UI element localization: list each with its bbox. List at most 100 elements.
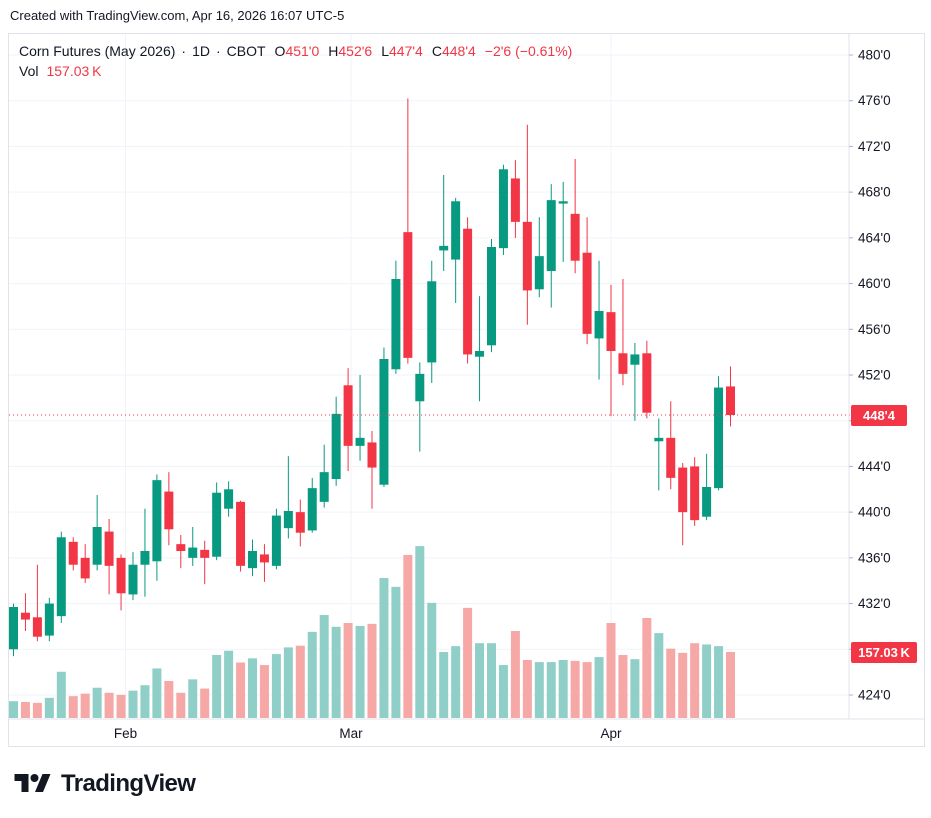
candle-wick [443, 175, 445, 272]
volume-bar [654, 633, 664, 718]
price-axis-label[interactable]: 460'0 [858, 276, 891, 291]
candle-body [164, 491, 174, 530]
candle-body [20, 612, 30, 620]
price-axis-label[interactable]: 468'0 [858, 185, 891, 200]
candle-wick [658, 418, 660, 491]
volume-bar [248, 658, 257, 718]
volume-bar [200, 688, 210, 718]
candle-body [510, 178, 520, 222]
attribution-text: Created with TradingView.com, Apr 16, 20… [10, 8, 345, 23]
volume-bar [463, 607, 473, 718]
candle-body [116, 557, 126, 594]
volume-label[interactable]: Vol [19, 63, 39, 79]
volume-bar [403, 554, 413, 718]
volume-bar [678, 652, 688, 718]
volume-bar [164, 681, 174, 718]
last-volume-badge: 157.03 K [851, 641, 917, 663]
volume-bar [522, 659, 532, 718]
candle-wick [371, 431, 373, 509]
candlestick-chart[interactable]: 480'0 476'0 472'0 468'0 464'0 460'0 456'0 452'0… [9, 34, 924, 746]
candle-body [259, 554, 269, 563]
tradingview-footer[interactable]: TradingView [13, 770, 196, 798]
price-axis-label[interactable]: 476'0 [858, 93, 891, 108]
volume-bar [176, 692, 186, 718]
candle-body [594, 311, 604, 339]
volume-bar [498, 665, 508, 718]
open-pair: O451'0 [275, 41, 320, 61]
candle-wick [419, 362, 421, 452]
candle-body [654, 437, 664, 442]
volume-bar [188, 679, 198, 718]
volume-bar [702, 644, 712, 718]
volume-bar [427, 602, 437, 718]
price-axis-label[interactable]: 452'0 [858, 368, 891, 383]
low-value: 447'4 [389, 43, 423, 59]
candle-body [92, 527, 102, 565]
volume-bar [307, 631, 317, 718]
volume-bar [666, 648, 676, 718]
candle-body [104, 531, 114, 566]
time-axis-label[interactable]: Feb [114, 726, 137, 741]
low-label: L [381, 43, 390, 59]
candle-body [606, 312, 616, 352]
time-axis-label[interactable]: Mar [339, 726, 363, 741]
candle-body [522, 221, 532, 291]
price-axis-label[interactable]: 472'0 [858, 139, 891, 154]
candle-body [307, 488, 317, 531]
volume-bar [690, 643, 700, 718]
price-axis-label[interactable]: 436'0 [858, 550, 891, 565]
candle-body [642, 353, 652, 413]
candle-wick [479, 296, 481, 402]
symbol-title[interactable]: Corn Futures (May 2026) [19, 43, 176, 59]
candle-body [200, 549, 210, 558]
volume-bar [331, 626, 341, 718]
price-axis-label[interactable]: 444'0 [858, 459, 891, 474]
candle-wick [263, 544, 265, 582]
candle-body [355, 437, 365, 446]
volume-bar [726, 652, 735, 718]
price-axis-label[interactable]: 424'0 [858, 688, 891, 703]
volume-bar [104, 692, 114, 718]
volume-bar [116, 694, 126, 718]
interval-label[interactable]: 1D [192, 43, 210, 59]
volume-bar [415, 546, 425, 718]
volume-bar [582, 662, 592, 718]
price-axis-label[interactable]: 432'0 [858, 596, 891, 611]
volume-value: 157.03 K [46, 63, 102, 79]
volume-bar [44, 697, 54, 718]
candle-body [343, 385, 353, 446]
candle-body [212, 492, 222, 557]
price-axis-label[interactable]: 440'0 [858, 505, 891, 520]
volume-bar [68, 696, 78, 718]
candle-body [415, 373, 425, 402]
candle-body [690, 466, 700, 521]
high-pair: H452'6 [328, 41, 372, 61]
candle-body [56, 537, 66, 617]
candle-body [391, 279, 401, 370]
volume-bar [594, 657, 604, 718]
close-value: 448'4 [441, 43, 476, 59]
volume-bar [391, 586, 401, 718]
last-price-badge: 448'4 [851, 404, 907, 426]
exchange-label[interactable]: CBOT [226, 43, 266, 59]
close-label: C [431, 43, 442, 59]
time-axis-label[interactable]: Apr [600, 726, 622, 741]
volume-bar [92, 687, 102, 718]
volume-bar [558, 659, 568, 718]
price-axis-label[interactable]: 456'0 [858, 322, 891, 337]
volume-bar [140, 685, 150, 718]
candle-body [295, 512, 305, 533]
candle-body [546, 200, 556, 272]
volume-bar [152, 668, 162, 718]
low-pair: L447'4 [381, 41, 423, 61]
volume-bar [271, 654, 281, 718]
candle-body [188, 547, 198, 558]
candle-body [487, 247, 496, 346]
price-axis-label[interactable]: 480'0 [858, 48, 891, 63]
candle-body [248, 551, 257, 569]
price-axis-label[interactable]: 464'0 [858, 230, 891, 245]
candle-body [44, 603, 54, 636]
volume-bar [295, 645, 305, 718]
volume-bar [606, 623, 616, 718]
volume-bar [546, 662, 556, 718]
